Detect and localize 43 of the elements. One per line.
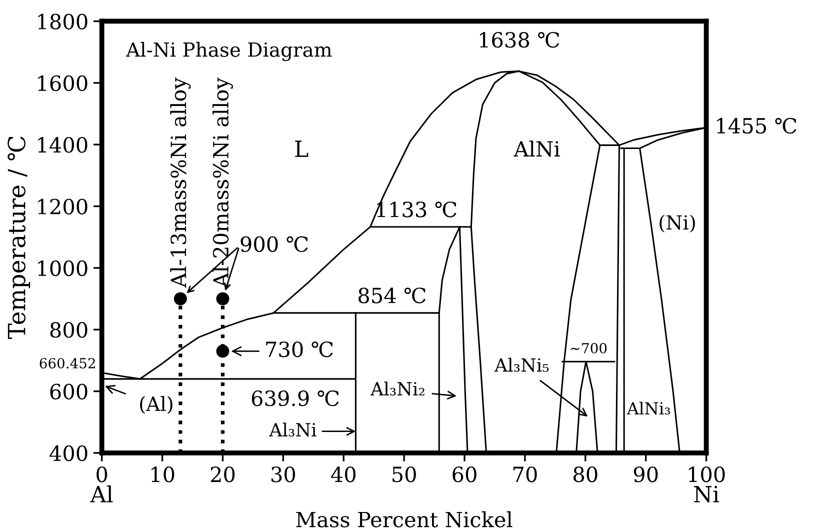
annotation: Al-13mass%Ni alloy (170, 78, 191, 288)
annotation: ~700 (570, 342, 607, 354)
y-tick-label: 800 (50, 322, 88, 338)
annotation: (Ni) (660, 214, 695, 233)
y-axis-title: Temperature / ℃ (8, 136, 30, 339)
y-tick-label: 600 (50, 384, 88, 400)
x-tick-label: 10 (152, 466, 174, 482)
x-tick-label: 80 (574, 466, 598, 482)
annotation: 1638 ℃ (480, 32, 560, 48)
x-tick-label: 50 (392, 466, 416, 482)
annotation: L (295, 140, 308, 157)
annotation: 1133 ℃ (377, 202, 456, 218)
text: Al (90, 485, 113, 502)
y-tick-label: 1400 (38, 137, 88, 153)
annotation: Al₃Ni₅ (494, 358, 549, 372)
annotation: (Al) (140, 396, 172, 414)
annotation: Al-20mass%Ni alloy (212, 78, 233, 288)
text: Al-Ni Phase Diagram (126, 42, 332, 62)
annotation: 1455 ℃ (717, 118, 796, 134)
x-tick-label: 100 (688, 466, 725, 482)
x-tick-label: 90 (634, 466, 658, 482)
annotation: 639.9 ℃ (252, 390, 339, 406)
y-tick-label: 1000 (38, 260, 88, 276)
annotation: AlNi (514, 140, 560, 157)
y-tick-label: 1600 (38, 75, 88, 92)
x-tick-label: 60 (452, 466, 476, 482)
y-tick-label: 1800 (38, 14, 88, 30)
y-tick-label: 1200 (38, 198, 88, 214)
annotation: 660.452 (40, 358, 95, 368)
annotation: 854 ℃ (358, 288, 426, 304)
annotation: AlNi₃ (626, 402, 670, 415)
x-tick-label: 40 (331, 466, 356, 482)
annotation: 730 ℃ (266, 341, 333, 358)
annotation: Al₃Ni₂ (370, 382, 424, 396)
text: Ni (694, 486, 720, 503)
annotation: Al₃Ni (269, 422, 316, 437)
x-axis-title: Mass Percent Nickel (296, 511, 512, 528)
x-tick-label: 0 (96, 466, 108, 482)
x-tick-label: 70 (513, 466, 537, 482)
x-tick-label: 20 (210, 466, 235, 482)
x-tick-label: 30 (272, 466, 296, 482)
annotation: 900 ℃ (240, 236, 308, 252)
y-tick-label: 400 (50, 445, 88, 462)
